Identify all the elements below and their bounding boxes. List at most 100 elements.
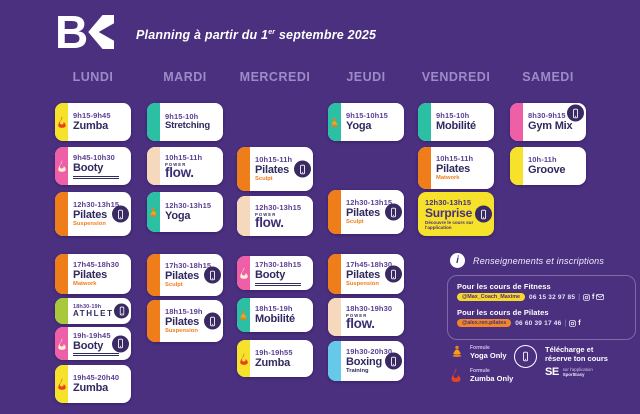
class-time: 17h45-18h30 — [346, 260, 393, 270]
page-title: Planning à partir du 1er septembre 2025 — [136, 28, 376, 42]
class-name: Yoga — [346, 120, 372, 133]
class-name-flow-logo: flow. — [165, 164, 194, 180]
class-name: Zumba — [73, 120, 109, 133]
class-name: Pilates — [346, 269, 381, 282]
class-card-jeudi-pilates-sculpt: 12h30-13h15 Pilates Sculpt — [328, 190, 404, 234]
separator: | — [564, 319, 567, 327]
class-time: 17h45-18h30 — [73, 260, 120, 270]
class-name-flow-logo: flow. — [346, 315, 375, 331]
info-section-header: i Renseignements et inscriptions — [450, 253, 604, 268]
class-name: Mobilité — [436, 120, 476, 133]
reserve-on-app-phone-icon — [114, 303, 129, 319]
card-stripe — [510, 147, 523, 185]
card-stripe — [55, 327, 68, 360]
class-name: Pilates — [165, 316, 200, 329]
class-name: Gym Mix — [528, 120, 573, 133]
class-name: Groove — [528, 164, 566, 177]
class-subtitle: Sculpt — [346, 219, 364, 226]
mail-icon — [596, 294, 605, 300]
instagram-icon — [583, 293, 590, 301]
class-card-mardi-stretching: 9h15-10h Stretching — [147, 103, 223, 141]
flame-icon — [451, 368, 461, 382]
day-header-jeudi: JEUDI — [346, 70, 386, 84]
page-title-post: septembre 2025 — [275, 28, 377, 42]
card-stripe — [328, 298, 341, 336]
class-name: Mobilité — [255, 313, 295, 326]
card-stripe — [237, 298, 250, 332]
card-stripe — [147, 300, 160, 342]
class-card-lundi-pilates-suspension: 12h30-13h15 Pilates Suspension — [55, 192, 131, 236]
reserve-on-app-phone-icon — [475, 205, 492, 223]
class-subtitle: Training — [346, 368, 369, 375]
class-card-samedi-groove: 10h-11h Groove — [510, 147, 586, 185]
yoga-pose-icon — [331, 117, 338, 127]
card-stripe — [510, 103, 523, 141]
reserve-on-app-phone-icon — [204, 266, 221, 284]
class-card-jeudi-pilates-suspension: 17h45-18h30 Pilates Suspension — [328, 254, 404, 294]
class-card-mercredi-mobilite: 18h15-19h Mobilité — [237, 298, 313, 332]
class-card-vendredi-surprise: 12h30-13h15 Surprise ! Découvre le cours… — [418, 192, 494, 236]
class-time: 10h15-11h — [255, 155, 293, 165]
class-time: 18h30-19h — [73, 303, 102, 310]
booty-logo-stripes — [255, 282, 301, 286]
class-time: 19h-19h55 — [255, 347, 293, 357]
app-download-line1: Télécharge et — [545, 345, 594, 354]
class-name-booty-logo: Booty — [73, 339, 104, 352]
reserve-on-app-phone-icon — [112, 335, 129, 352]
legend-app-download: Télécharge et réserve ton cours SE sur l… — [514, 345, 608, 378]
bk-logo: B — [55, 9, 115, 55]
class-name: Pilates — [346, 207, 381, 220]
class-card-mardi-yoga: 12h30-13h15 Yoga — [147, 192, 223, 232]
reserve-on-app-phone-icon — [204, 312, 221, 330]
yoga-pose-icon — [240, 310, 247, 320]
card-stripe — [328, 254, 341, 294]
class-time: 9h45-10h30 — [73, 153, 115, 163]
class-time: 10h-11h — [528, 155, 557, 165]
phone-icon — [514, 345, 537, 368]
info-icon: i — [450, 253, 465, 268]
instagram-icon — [569, 319, 577, 327]
legend-formule-label: Formule — [470, 368, 490, 374]
class-card-mercredi-pilates-sculpt: 10h15-11h Pilates Sculpt — [237, 147, 313, 191]
class-time: 10h15-11h — [165, 152, 203, 162]
class-time: 18h15-19h — [255, 304, 293, 314]
class-card-lundi-zumba-2: 19h45-20h40 Zumba — [55, 365, 131, 403]
class-name-athletyx-logo: ATHLETYX — [73, 308, 128, 318]
class-name: Pilates — [73, 209, 108, 222]
pilates-instagram-handle: @alex.ren.pilates — [457, 319, 512, 328]
booty-logo-stripes — [73, 175, 119, 179]
card-stripe — [328, 190, 341, 234]
class-name: Boxing — [346, 356, 383, 369]
card-stripe — [55, 103, 68, 141]
card-stripe — [147, 147, 160, 185]
class-subtitle: Matwork — [73, 281, 97, 288]
card-stripe — [237, 256, 250, 290]
app-download-line2: réserve ton cours — [545, 354, 608, 363]
class-name: Pilates — [165, 270, 200, 283]
sporteasy-caption-line2: SportEasy — [562, 372, 585, 377]
card-stripe — [147, 254, 160, 296]
class-card-mercredi-booty: 17h30-18h15 Booty — [237, 256, 313, 290]
class-time: 12h30-13h15 — [346, 198, 393, 208]
reserve-on-app-phone-icon — [567, 104, 584, 122]
class-name: Pilates — [436, 163, 471, 176]
reserve-on-app-phone-icon — [385, 352, 402, 370]
card-stripe — [147, 103, 160, 141]
legend-yoga-only-label: Yoga Only — [470, 351, 507, 360]
flame-icon — [57, 160, 66, 172]
card-stripe — [55, 365, 68, 403]
class-card-lundi-booty-1: 9h45-10h30 Booty — [55, 147, 131, 185]
fitness-contact-label: Pour les cours de Fitness — [457, 282, 551, 291]
page-title-sup: er — [268, 28, 276, 36]
powerflow-brand: POWER — [165, 161, 187, 167]
class-card-jeudi-powerflow: 18h30-19h30 POWER flow. — [328, 298, 404, 336]
class-time: 9h15-9h45 — [73, 111, 111, 121]
flame-icon — [239, 267, 248, 279]
class-time: 17h30-18h15 — [165, 261, 212, 271]
class-name: Surprise ! — [425, 205, 480, 220]
day-header-lundi: LUNDI — [72, 70, 114, 84]
card-stripe — [418, 103, 431, 141]
legend-zumba-only-label: Zumba Only — [470, 374, 514, 383]
facebook-icon: f — [592, 293, 595, 301]
legend-zumba-only: Formule Zumba Only — [450, 368, 513, 383]
